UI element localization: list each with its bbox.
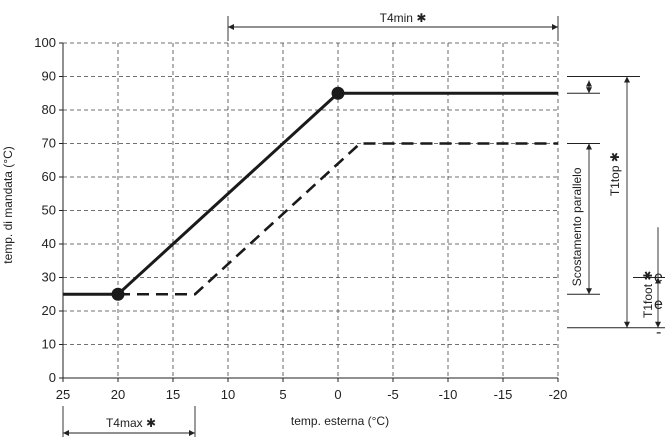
- arrow-head: [228, 24, 234, 30]
- x-tick-label: -5: [387, 387, 399, 402]
- y-tick-label: 20: [42, 303, 56, 318]
- x-tick-label: 5: [279, 387, 286, 402]
- arrow-head: [586, 80, 592, 87]
- y-tick-label: 50: [42, 203, 56, 218]
- edge-text-3: -: [656, 324, 661, 341]
- solid-series-line: [63, 91, 558, 296]
- y-tick-label: 60: [42, 169, 56, 184]
- y-tick-label: 10: [42, 337, 56, 352]
- y-tick-label: 0: [49, 370, 56, 385]
- arrow-head: [552, 24, 558, 30]
- t1top-label: T1top ✱: [608, 152, 622, 196]
- y-tick-label: 90: [42, 69, 56, 84]
- grid: [63, 42, 559, 378]
- x-axis-title: temp. esterna (°C): [291, 414, 389, 428]
- arrow-head: [655, 321, 661, 328]
- star-icon: ✱: [641, 271, 655, 281]
- y-tick-label: 40: [42, 236, 56, 251]
- x-tick-label: -10: [439, 387, 458, 402]
- y-tick-label: 70: [42, 136, 56, 151]
- arrow-head: [624, 321, 630, 328]
- x-tick-label: 15: [166, 387, 180, 402]
- arrow-head: [189, 430, 195, 436]
- t4max-label: T4max ✱: [106, 416, 156, 430]
- y-tick-label: 30: [42, 270, 56, 285]
- x-tick-label: -15: [494, 387, 513, 402]
- arrow-head: [63, 430, 69, 436]
- arrow-head: [586, 288, 592, 295]
- x-tick-label: 25: [56, 387, 70, 402]
- arrow-head: [624, 76, 630, 83]
- dashed-series-line: [118, 142, 558, 296]
- y-tick-label: 80: [42, 102, 56, 117]
- t1foot-label: T1foot ✱: [641, 271, 655, 318]
- x-tick-label: 20: [111, 387, 125, 402]
- y-axis-title: temp. di mandata (°C): [1, 146, 15, 264]
- annotations: T4min ✱ T4max ✱ Scostamento parallelo T1top…: [62, 11, 665, 437]
- t4min-label: T4min ✱: [380, 11, 427, 25]
- series-marker: [331, 86, 345, 100]
- edge-text-2: e: [654, 296, 663, 313]
- y-tick-label: 100: [34, 35, 56, 50]
- arrow-head: [586, 143, 592, 150]
- x-tick-label: 10: [221, 387, 235, 402]
- arrow-head: [586, 87, 592, 94]
- x-tick-label: 0: [334, 387, 341, 402]
- star-icon: ✱: [416, 11, 426, 25]
- star-icon: ✱: [608, 152, 622, 162]
- scostamento-label: Scostamento parallelo: [570, 167, 584, 286]
- edge-text-1: e: [654, 269, 663, 286]
- x-tick-label: -20: [549, 387, 568, 402]
- arrow-head: [655, 277, 661, 284]
- star-icon: ✱: [146, 416, 156, 430]
- series-layer: [63, 86, 558, 301]
